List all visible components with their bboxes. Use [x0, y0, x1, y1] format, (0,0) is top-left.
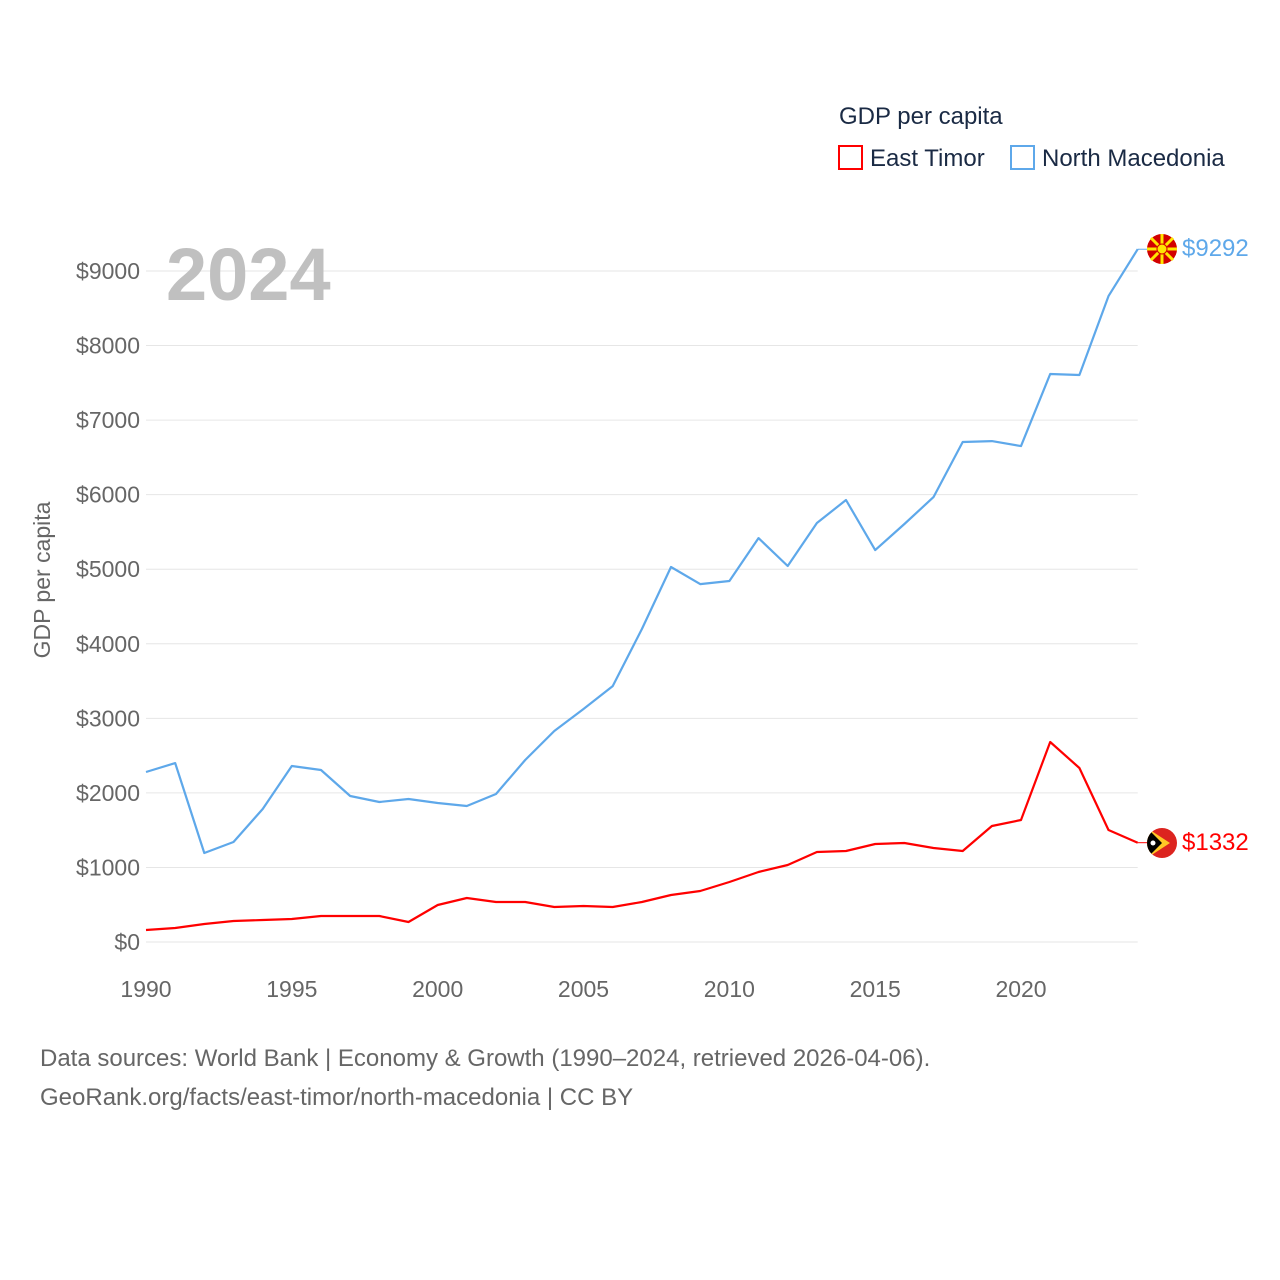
y-axis-label: GDP per capita [29, 501, 55, 658]
y-axis: $0 $1000 $2000 $3000 $4000 $5000 $6000 $7000 $80… [76, 258, 140, 955]
legend-title: GDP per capita [839, 103, 1003, 130]
y-tick-label: $5000 [76, 556, 140, 582]
y-tick-label: $0 [114, 929, 140, 955]
end-label-north-macedonia: $9292 [1182, 235, 1249, 262]
end-label-east-timor: $1332 [1182, 829, 1249, 856]
y-tick-label: $9000 [76, 258, 140, 284]
north-macedonia-flag-icon [1147, 234, 1177, 264]
series-line-north-macedonia [145, 248, 1139, 855]
grid-lines [146, 270, 1138, 943]
y-tick-label: $4000 [76, 631, 140, 657]
series-line-east-timor [145, 740, 1139, 932]
legend-label-east-timor[interactable]: East Timor [870, 145, 985, 172]
x-tick-label: 2015 [850, 976, 901, 1002]
y-tick-label: $3000 [76, 705, 140, 731]
series-lines [145, 248, 1150, 932]
x-tick-label: 1995 [266, 976, 317, 1002]
y-tick-label: $2000 [76, 780, 140, 806]
y-tick-label: $7000 [76, 407, 140, 433]
x-tick-label: 1990 [120, 976, 171, 1002]
legend-swatch-east-timor[interactable] [838, 145, 863, 170]
legend-swatch-north-macedonia[interactable] [1010, 145, 1035, 170]
legend-label-north-macedonia[interactable]: North Macedonia [1042, 145, 1225, 172]
y-tick-label: $1000 [76, 854, 140, 880]
legend: GDP per capita East Timor North Macedoni… [838, 103, 1225, 172]
x-tick-label: 2005 [558, 976, 609, 1002]
footer-link[interactable]: GeoRank.org/facts/east-timor/north-maced… [40, 1084, 634, 1111]
x-axis: 1990 1995 2000 2005 2010 2015 2020 [120, 976, 1046, 1002]
y-tick-label: $6000 [76, 482, 140, 508]
x-tick-label: 2000 [412, 976, 463, 1002]
east-timor-flag-icon [1147, 828, 1177, 858]
x-tick-label: 2020 [995, 976, 1046, 1002]
x-tick-label: 2010 [704, 976, 755, 1002]
year-watermark: 2024 [166, 233, 331, 316]
y-tick-label: $8000 [76, 333, 140, 359]
footer-sources: Data sources: World Bank | Economy & Gro… [40, 1045, 931, 1072]
